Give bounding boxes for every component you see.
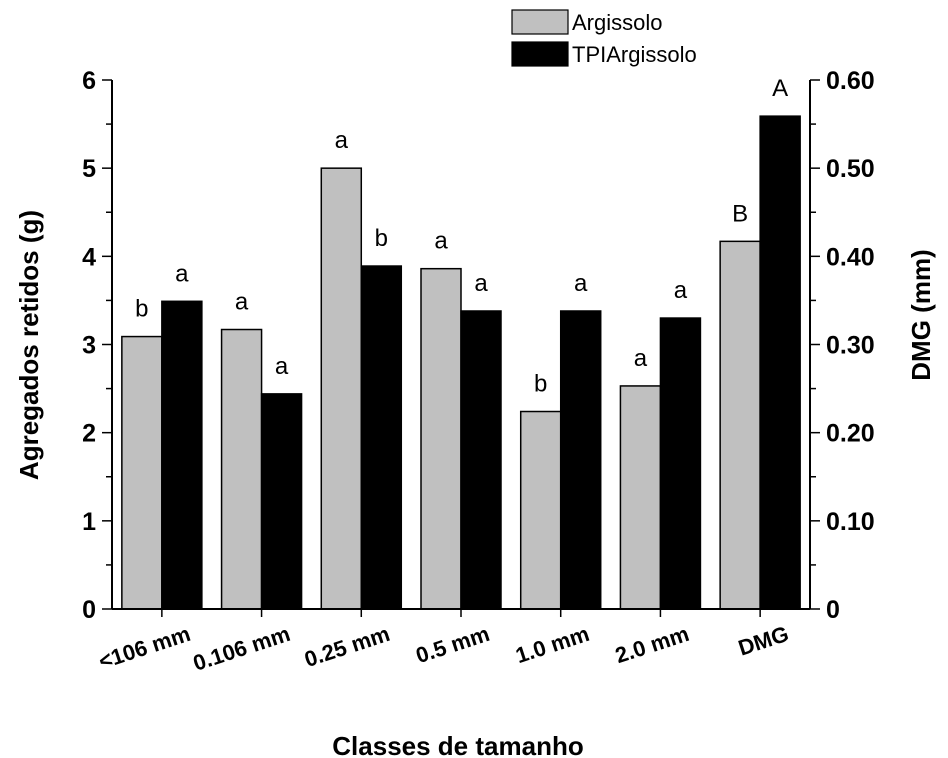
bar-tpiargissolo-0 xyxy=(161,300,203,610)
bar-letter-tpiargissolo-3: a xyxy=(474,270,488,297)
y-tick-label-right-5: 0.50 xyxy=(826,155,875,183)
bar-argissolo-6 xyxy=(719,240,761,610)
bar-tpiargissolo-2 xyxy=(360,265,403,610)
x-tick-label-3: 0.5 mm xyxy=(413,621,493,668)
y-tick-label-left-4: 4 xyxy=(82,243,96,271)
bar-letter-argissolo-5: a xyxy=(634,345,648,372)
bar-letter-tpiargissolo-4: a xyxy=(574,270,588,297)
bar-tpiargissolo-5 xyxy=(659,317,702,610)
bar-tpiargissolo-1 xyxy=(260,393,303,610)
y-tick-label-left-3: 3 xyxy=(82,332,96,360)
bar-letter-tpiargissolo-5: a xyxy=(674,277,688,304)
y-axis-title: Agregados retidos (g) xyxy=(14,210,44,480)
x-tick-label-6: DMG xyxy=(735,621,792,661)
bar-letter-argissolo-1: a xyxy=(235,289,249,316)
bar-argissolo-0 xyxy=(121,335,163,610)
bar-letter-argissolo-6: B xyxy=(732,200,748,227)
bar-argissolo-3 xyxy=(420,267,462,610)
bar-argissolo-1 xyxy=(220,328,263,610)
bar-letter-argissolo-2: a xyxy=(335,127,349,154)
y-tick-label-right-6: 0.60 xyxy=(826,67,875,95)
bar-letter-argissolo-4: b xyxy=(534,371,547,398)
x-tick-label-4: 1.0 mm xyxy=(512,621,592,668)
bars xyxy=(121,115,801,610)
bar-letter-tpiargissolo-1: a xyxy=(275,353,289,380)
bar-argissolo-2 xyxy=(320,167,363,610)
y-tick-label-left-1: 1 xyxy=(82,508,96,536)
y-tick-label-right-1: 0.10 xyxy=(826,508,875,536)
bar-letter-argissolo-3: a xyxy=(434,228,448,255)
bar-tpiargissolo-6 xyxy=(759,115,801,610)
x-axis-title: Classes de tamanho xyxy=(332,731,583,758)
y-tick-label-left-6: 6 xyxy=(82,67,96,95)
y-tick-label-right-4: 0.40 xyxy=(826,243,875,271)
y-axis-right-title: DMG (mm) xyxy=(906,249,936,380)
y-tick-label-right-3: 0.30 xyxy=(826,332,875,360)
x-tick-label-5: 2.0 mm xyxy=(612,621,692,668)
bar-letter-tpiargissolo-2: b xyxy=(375,225,388,252)
legend: Argissolo TPIArgissolo xyxy=(511,9,697,67)
bar-letter-tpiargissolo-6: A xyxy=(772,75,788,102)
y-tick-label-left-2: 2 xyxy=(82,420,96,448)
x-tick-label-1: 0.106 mm xyxy=(190,621,293,676)
bar-letter-tpiargissolo-0: a xyxy=(175,260,189,287)
legend-label-1: TPIArgissolo xyxy=(572,42,697,67)
y-tick-label-left-0: 0 xyxy=(82,596,96,624)
bar-tpiargissolo-4 xyxy=(559,310,602,610)
legend-swatch-1 xyxy=(511,41,569,67)
bar-tpiargissolo-3 xyxy=(460,310,502,610)
x-tick-label-0: <106 mm xyxy=(96,621,194,674)
y-tick-label-right-2: 0.20 xyxy=(826,420,875,448)
y-tick-label-right-0: 0 xyxy=(826,596,840,624)
bar-argissolo-5 xyxy=(619,385,662,610)
bar-argissolo-4 xyxy=(519,410,562,610)
legend-swatch-0 xyxy=(511,9,569,35)
bar-letter-argissolo-0: b xyxy=(135,296,148,323)
legend-label-0: Argissolo xyxy=(572,10,662,35)
x-tick-label-2: 0.25 mm xyxy=(301,621,392,672)
y-tick-label-left-5: 5 xyxy=(82,155,96,183)
